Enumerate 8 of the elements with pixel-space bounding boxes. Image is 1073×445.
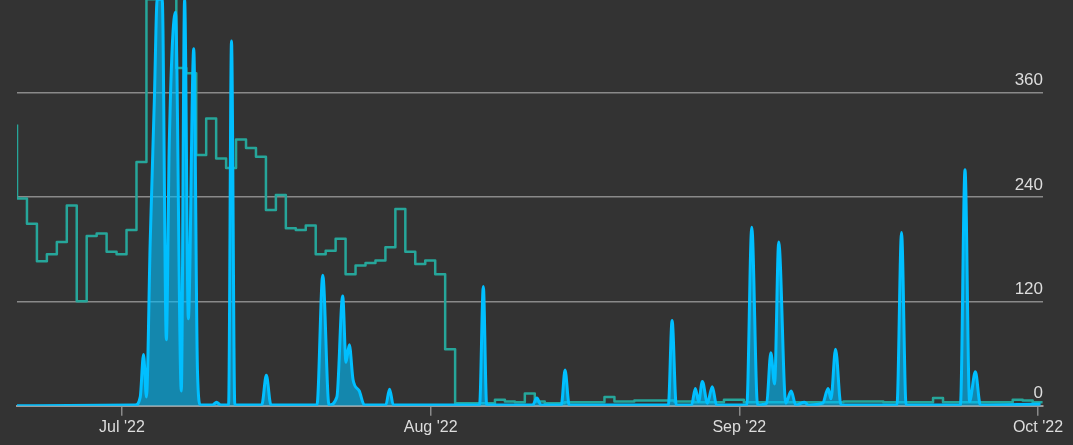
y-tick-label: 360 [1014, 70, 1043, 90]
y-tick-label: 120 [1014, 279, 1043, 299]
y-tick-label: 0 [1033, 383, 1043, 403]
x-tick-label: Oct '22 [1012, 417, 1064, 435]
y-tick-label: 240 [1014, 174, 1043, 194]
x-tick-label: Aug '22 [403, 417, 458, 435]
x-tick-label: Sep '22 [712, 417, 767, 435]
x-tick-label: Jul '22 [99, 417, 145, 435]
